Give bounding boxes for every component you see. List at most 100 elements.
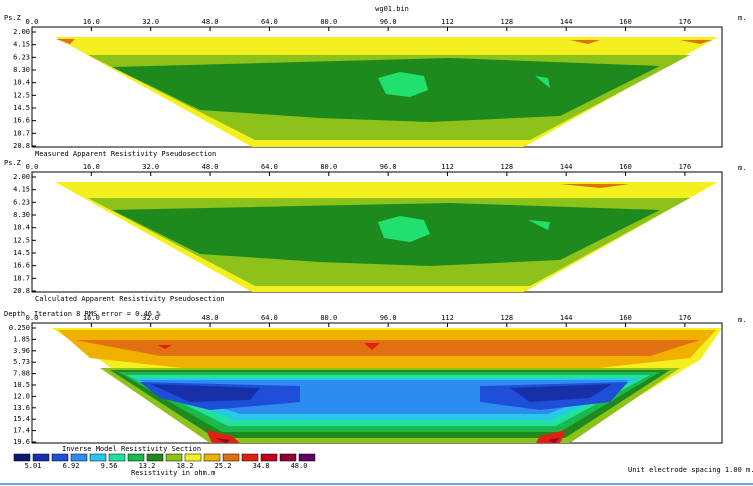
panel1-title: Measured Apparent Resistivity Pseudosect… — [35, 150, 216, 158]
panel2-layer-bright2 — [528, 220, 550, 230]
legend-unit: Resistivity in ohm.m — [131, 469, 215, 477]
y-tick-label: 20.8 — [13, 287, 30, 295]
x-tick-label: 64.0 — [261, 163, 278, 171]
y-tick-label: 12.0 — [13, 392, 30, 400]
x-tick-label: 0.0 — [26, 314, 39, 322]
legend-value-label: 34.8 — [253, 462, 270, 470]
legend-swatch — [32, 453, 50, 462]
file-title: wg01.bin — [375, 5, 409, 13]
x-tick-label: 176 — [679, 314, 692, 322]
x-tick-label: 96.0 — [380, 18, 397, 26]
panel3-ylabel: Depth — [4, 310, 25, 318]
legend-swatch — [108, 453, 126, 462]
x-tick-label: 128 — [501, 314, 514, 322]
legend-swatch — [260, 453, 278, 462]
y-tick-label: 3.96 — [13, 347, 30, 355]
panel1-layer-bright — [378, 72, 428, 97]
legend-value-label: 18.2 — [177, 462, 194, 470]
x-tick-label: 160 — [619, 163, 632, 171]
panel3-x-ticks: 0.0 16.0 32.0 48.0 64.0 80.0 96.0 112 128 144 160 1… — [26, 314, 692, 327]
legend-swatch — [127, 453, 145, 462]
y-tick-label: 14.5 — [13, 104, 30, 112]
inverse-model-panel: Depth Iteration 8 RMS error = 0.46 % m. … — [4, 310, 746, 446]
legend-swatch — [70, 453, 88, 462]
panel3-layer-navy-right — [510, 384, 612, 402]
y-tick-label: 2.00 — [13, 173, 30, 181]
panel1-y-ticks: 2.00 4.15 6.23 8.30 10.4 12.5 14.5 16.6 18.7 20.8 — [13, 28, 36, 150]
legend-labels: 5.01 6.92 9.56 13.2 18.2 25.2 34.8 48.0 — [25, 462, 308, 470]
x-tick-label: 160 — [619, 314, 632, 322]
panel2-title: Calculated Apparent Resistivity Pseudose… — [35, 295, 225, 303]
panel2-y-ticks: 2.00 4.15 6.23 8.30 10.4 12.5 14.5 16.6 18.7 20.8 — [13, 173, 36, 295]
legend-swatch — [51, 453, 69, 462]
legend-swatch — [165, 453, 183, 462]
legend-swatch — [279, 453, 297, 462]
bottom-rule — [0, 483, 753, 485]
x-tick-label: 0.0 — [26, 163, 39, 171]
legend-value-label: 9.56 — [101, 462, 118, 470]
panel2-x-ticks: 0.0 16.0 32.0 48.0 64.0 80.0 96.0 112 128 144 160 1… — [26, 163, 691, 176]
y-tick-label: 19.6 — [13, 438, 30, 446]
panel1-contours — [55, 37, 718, 147]
y-tick-label: 16.6 — [13, 117, 30, 125]
legend-swatch — [203, 453, 221, 462]
y-tick-label: 16.6 — [13, 262, 30, 270]
x-tick-label: 64.0 — [261, 18, 278, 26]
y-tick-label: 12.5 — [13, 91, 30, 99]
legend-swatch — [222, 453, 240, 462]
x-tick-label: 96.0 — [380, 163, 397, 171]
x-tick-label: 144 — [560, 314, 573, 322]
legend-value-label: 25.2 — [215, 462, 232, 470]
x-tick-label: 80.0 — [320, 18, 337, 26]
x-tick-label: 16.0 — [83, 314, 100, 322]
y-tick-label: 15.4 — [13, 415, 30, 423]
panel2-contours — [55, 182, 718, 292]
panel1-ylabel: Ps.Z — [4, 14, 21, 22]
y-tick-label: 8.30 — [13, 66, 30, 74]
legend-swatch — [298, 453, 316, 462]
y-tick-label: 18.7 — [13, 274, 30, 282]
legend-value-label: 5.01 — [25, 462, 42, 470]
x-tick-label: 48.0 — [202, 314, 219, 322]
x-tick-label: 80.0 — [320, 314, 337, 322]
panel3-bottom-red-right — [536, 430, 566, 443]
legend-value-label: 48.0 — [291, 462, 308, 470]
y-tick-label: 14.5 — [13, 249, 30, 257]
panel3-layer-orange2 — [75, 340, 700, 356]
y-tick-label: 10.4 — [13, 79, 30, 87]
y-tick-label: 5.73 — [13, 358, 30, 366]
x-tick-label: 48.0 — [202, 163, 219, 171]
x-tick-label: 32.0 — [142, 163, 159, 171]
y-tick-label: 0.250 — [9, 324, 30, 332]
panel2-unit: m. — [738, 164, 746, 172]
panel3-contours — [52, 328, 722, 443]
y-tick-label: 10.4 — [13, 224, 30, 232]
y-tick-label: 18.7 — [13, 129, 30, 137]
panel2-layer-bright — [378, 216, 430, 242]
legend-swatch — [146, 453, 164, 462]
legend-value-label: 13.2 — [139, 462, 156, 470]
x-tick-label: 80.0 — [320, 163, 337, 171]
legend-title: Inverse Model Resistivity Section — [62, 445, 201, 453]
y-tick-label: 6.23 — [13, 198, 30, 206]
y-tick-label: 6.23 — [13, 53, 30, 61]
panel3-layer-navy-left — [150, 384, 260, 402]
x-tick-label: 48.0 — [202, 18, 219, 26]
panel1-unit: m. — [738, 14, 746, 22]
color-scale-legend: Inverse Model Resistivity Section 5.01 6.… — [13, 445, 753, 477]
legend-swatch — [13, 453, 31, 462]
x-tick-label: 112 — [441, 314, 454, 322]
x-tick-label: 144 — [560, 18, 573, 26]
legend-swatches — [13, 453, 316, 462]
panel2-top-brown — [560, 184, 630, 188]
y-tick-label: 13.6 — [13, 404, 30, 412]
y-tick-label: 4.15 — [13, 186, 30, 194]
x-tick-label: 112 — [441, 18, 454, 26]
x-tick-label: 64.0 — [261, 314, 278, 322]
legend-swatch — [184, 453, 202, 462]
y-tick-label: 4.15 — [13, 41, 30, 49]
calculated-pseudosection-panel: Ps.Z m. 0.0 16.0 32.0 48.0 64.0 80.0 96.0 112 12… — [4, 159, 746, 303]
x-tick-label: 160 — [619, 18, 632, 26]
x-tick-label: 96.0 — [380, 314, 397, 322]
x-tick-label: 128 — [501, 18, 514, 26]
